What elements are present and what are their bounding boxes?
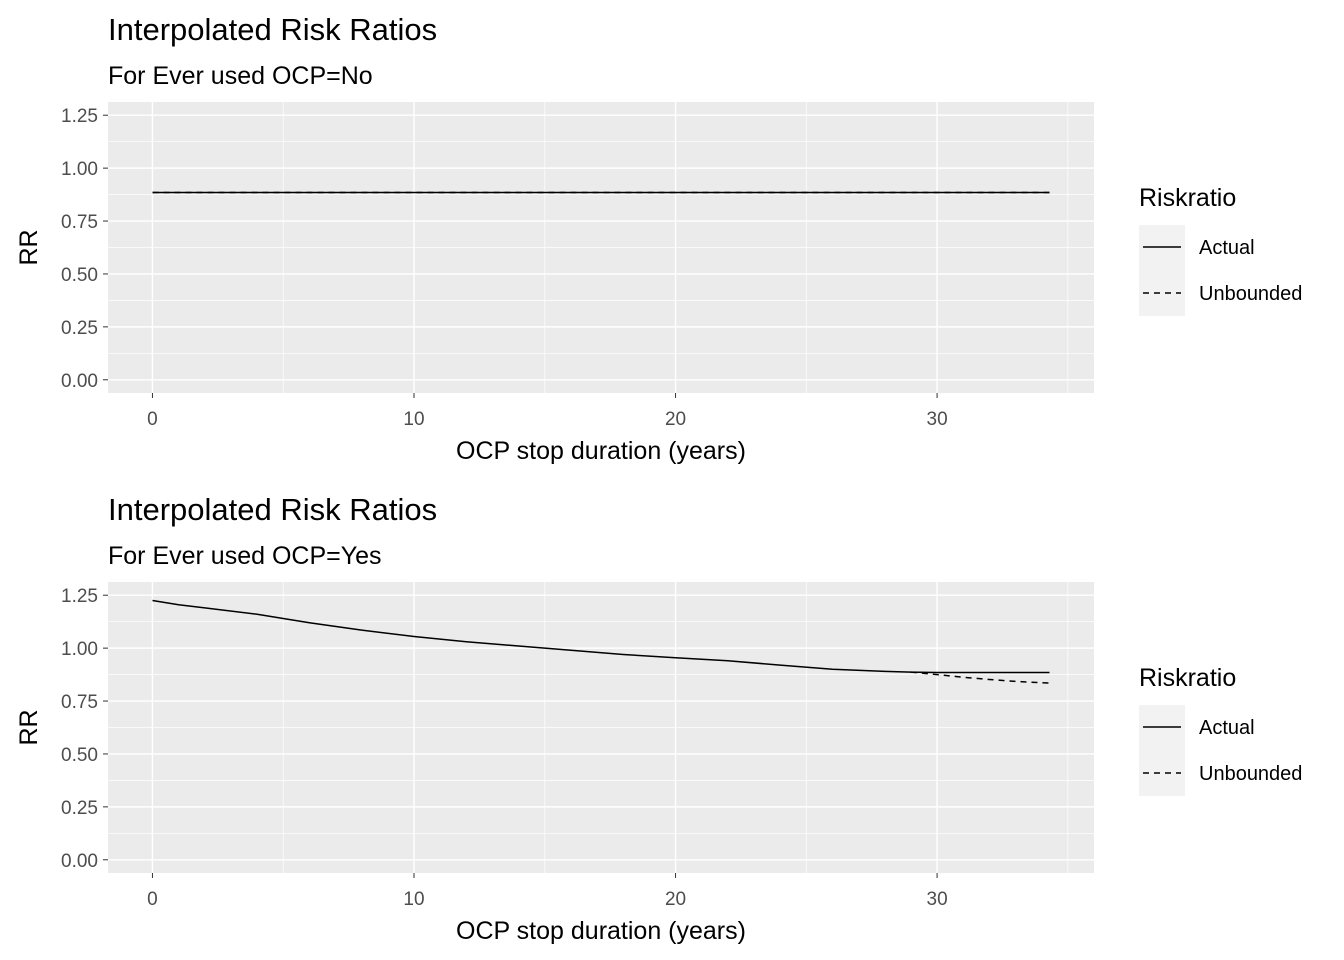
x-tick-label: 10 <box>403 409 424 430</box>
x-tick-label: 30 <box>927 889 948 910</box>
y-tick-label: 0.25 <box>61 318 98 339</box>
legend-label-actual: Actual <box>1199 237 1255 259</box>
legend-label-actual: Actual <box>1199 717 1255 739</box>
y-tick-label: 1.25 <box>61 586 98 607</box>
y-tick-label: 0.75 <box>61 212 98 233</box>
legend-title: Riskratio <box>1139 184 1236 212</box>
series-line-actual <box>152 599 1050 674</box>
y-tick-label: 0.50 <box>61 745 98 766</box>
y-axis-label: RR <box>15 229 43 265</box>
chart-panel-2: Interpolated Risk Ratios For Ever used OC… <box>15 492 1302 945</box>
y-tick-label: 1.00 <box>61 639 98 660</box>
y-tick-label: 0.00 <box>61 851 98 872</box>
x-axis-label: OCP stop duration (years) <box>456 437 746 465</box>
x-tick-label: 30 <box>927 409 948 430</box>
y-axis-label: RR <box>15 709 43 745</box>
x-tick-label: 20 <box>665 409 686 430</box>
legend-label-unbounded: Unbounded <box>1199 283 1302 305</box>
y-tick-label: 0.00 <box>61 371 98 392</box>
y-tick-label: 0.50 <box>61 265 98 286</box>
legend-label-unbounded: Unbounded <box>1199 763 1302 785</box>
chart-panel-1: Interpolated Risk Ratios For Ever used OC… <box>15 12 1302 465</box>
series-line-unbounded <box>910 671 1050 684</box>
y-tick-label: 1.00 <box>61 159 98 180</box>
x-tick-label: 0 <box>147 889 158 910</box>
chart-title: Interpolated Risk Ratios <box>108 492 437 527</box>
x-tick-label: 0 <box>147 409 158 430</box>
legend-key-background <box>1139 225 1185 316</box>
y-tick-label: 0.75 <box>61 692 98 713</box>
x-axis-label: OCP stop duration (years) <box>456 917 746 945</box>
y-tick-label: 0.25 <box>61 798 98 819</box>
legend-title: Riskratio <box>1139 664 1236 692</box>
chart-subtitle: For Ever used OCP=No <box>108 62 373 90</box>
y-tick-label: 1.25 <box>61 106 98 127</box>
legend-key-background <box>1139 705 1185 796</box>
chart-subtitle: For Ever used OCP=Yes <box>108 542 382 570</box>
chart-title: Interpolated Risk Ratios <box>108 12 437 47</box>
x-tick-label: 10 <box>403 889 424 910</box>
x-tick-label: 20 <box>665 889 686 910</box>
